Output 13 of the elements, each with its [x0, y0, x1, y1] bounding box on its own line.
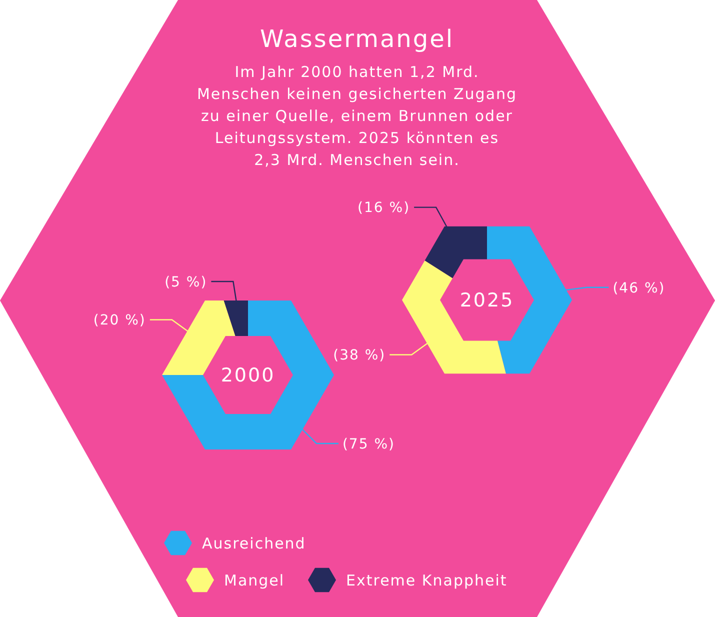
data-label: (46 %)	[612, 280, 666, 296]
data-label: (75 %)	[342, 436, 395, 452]
data-label: (38 %)	[333, 348, 386, 364]
text: 2000	[220, 364, 276, 387]
text: 2025	[460, 290, 514, 312]
legend-label: Ausreichend	[202, 534, 306, 552]
chart-subtitle: Im Jahr 2000 hatten 1,2 Mrd. Menschen keinen gesicherten Zugang zu einer Quelle, einem Brunnen oder Leitungssystem. 2025 könnten es 2,3 Mrd. Menschen sein.	[196, 63, 518, 169]
data-label: (16 %)	[358, 200, 410, 216]
legend-label: Mangel	[224, 571, 285, 590]
data-label: (5 %)	[164, 274, 208, 290]
data-label: (20 %)	[93, 312, 146, 329]
chart-title: Wassermangel	[260, 25, 454, 53]
legend-label: Extreme Knappheit	[346, 571, 508, 590]
